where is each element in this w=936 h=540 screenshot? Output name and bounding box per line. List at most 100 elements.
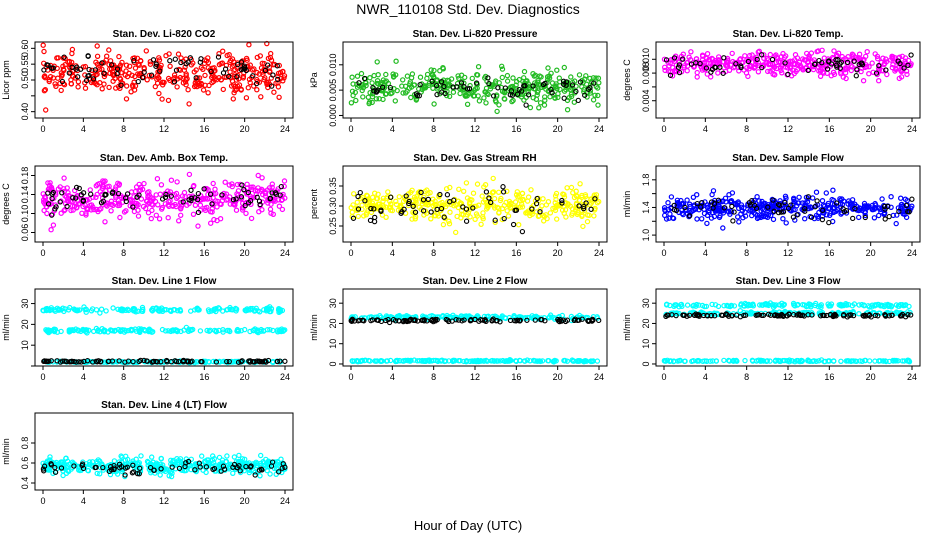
reference-point: [357, 189, 363, 196]
data-point: [52, 190, 59, 196]
panel-3: Stan. Dev. Li-820 Temp.0 4 8 12 16 20 240.0040…: [622, 29, 921, 134]
data-point: [839, 302, 845, 308]
data-point: [242, 200, 249, 207]
data-point: [248, 215, 255, 222]
reference-point: [361, 75, 368, 82]
reference-point: [579, 316, 585, 322]
y-tick-label: 1.0: [641, 229, 651, 242]
data-point: [584, 218, 591, 225]
y-axis-label: ml/min: [1, 314, 11, 341]
x-tick-label: 8: [744, 124, 749, 134]
reference-point: [45, 201, 52, 207]
reference-point: [256, 198, 263, 204]
reference-point: [785, 71, 791, 78]
data-point: [127, 203, 133, 209]
data-point: [267, 206, 274, 212]
data-point: [562, 206, 569, 213]
data-point: [456, 75, 462, 82]
data-point: [501, 202, 507, 209]
reference-point: [114, 66, 121, 72]
data-point: [800, 56, 806, 62]
data-point: [165, 328, 171, 334]
data-point: [519, 204, 526, 210]
data-point: [159, 204, 165, 211]
data-point: [508, 200, 514, 206]
reference-point: [802, 205, 808, 212]
data-point: [279, 206, 286, 213]
y-tick-label: 0.30: [328, 197, 338, 215]
data-point: [249, 67, 256, 73]
data-point: [528, 187, 534, 193]
reference-point: [502, 85, 509, 91]
data-point: [351, 191, 357, 197]
data-point: [704, 220, 710, 227]
data-point: [451, 202, 457, 209]
reference-point: [272, 190, 279, 196]
data-point: [796, 194, 802, 200]
data-point: [593, 75, 599, 81]
data-point: [864, 205, 870, 211]
data-point: [780, 215, 786, 222]
data-point: [388, 86, 394, 93]
data-point: [275, 329, 281, 335]
data-point: [470, 190, 477, 196]
data-point: [552, 205, 558, 211]
data-point: [101, 81, 107, 87]
data-point: [736, 205, 742, 211]
data-point: [728, 62, 734, 68]
data-point: [810, 195, 816, 201]
data-point: [136, 181, 142, 188]
data-point: [893, 220, 899, 227]
panel-title: Stan. Dev. Line 4 (LT) Flow: [101, 400, 227, 411]
data-point: [153, 305, 159, 311]
reference-point: [782, 60, 788, 66]
data-point: [905, 57, 912, 64]
reference-point: [49, 212, 55, 218]
reference-point: [835, 57, 841, 63]
data-point: [193, 77, 199, 84]
data-point: [671, 358, 677, 364]
data-point: [227, 69, 233, 75]
data-point: [553, 358, 559, 364]
data-point: [131, 208, 138, 215]
x-tick-label: 12: [470, 124, 480, 134]
data-point: [145, 209, 152, 216]
data-point: [161, 79, 167, 86]
data-point: [425, 82, 432, 89]
data-point: [116, 53, 122, 60]
data-point: [156, 75, 162, 81]
data-point: [270, 211, 276, 217]
data-point: [463, 180, 470, 186]
reference-point: [153, 358, 159, 365]
data-point: [478, 221, 484, 227]
reference-point: [453, 317, 459, 323]
data-point: [276, 94, 282, 101]
data-point: [484, 358, 490, 364]
data-point: [104, 184, 111, 190]
data-point: [489, 190, 496, 196]
data-point: [591, 213, 597, 219]
reference-point: [234, 74, 240, 80]
data-point: [816, 358, 822, 364]
data-point: [821, 358, 827, 365]
data-point: [680, 211, 686, 218]
data-point: [823, 190, 830, 196]
reference-point: [213, 359, 220, 365]
reference-point: [529, 206, 535, 212]
data-point: [74, 308, 80, 314]
reference-point: [41, 358, 47, 365]
reference-point: [264, 62, 271, 68]
data-point: [469, 75, 475, 82]
data-point: [482, 75, 488, 81]
data-point: [781, 301, 788, 308]
data-point: [135, 308, 141, 314]
data-point: [98, 61, 104, 67]
data-point: [566, 94, 572, 101]
data-point: [213, 328, 219, 334]
data-point: [93, 194, 99, 200]
data-point: [69, 73, 76, 79]
x-tick-label: 20: [240, 124, 250, 134]
data-point: [219, 48, 226, 54]
